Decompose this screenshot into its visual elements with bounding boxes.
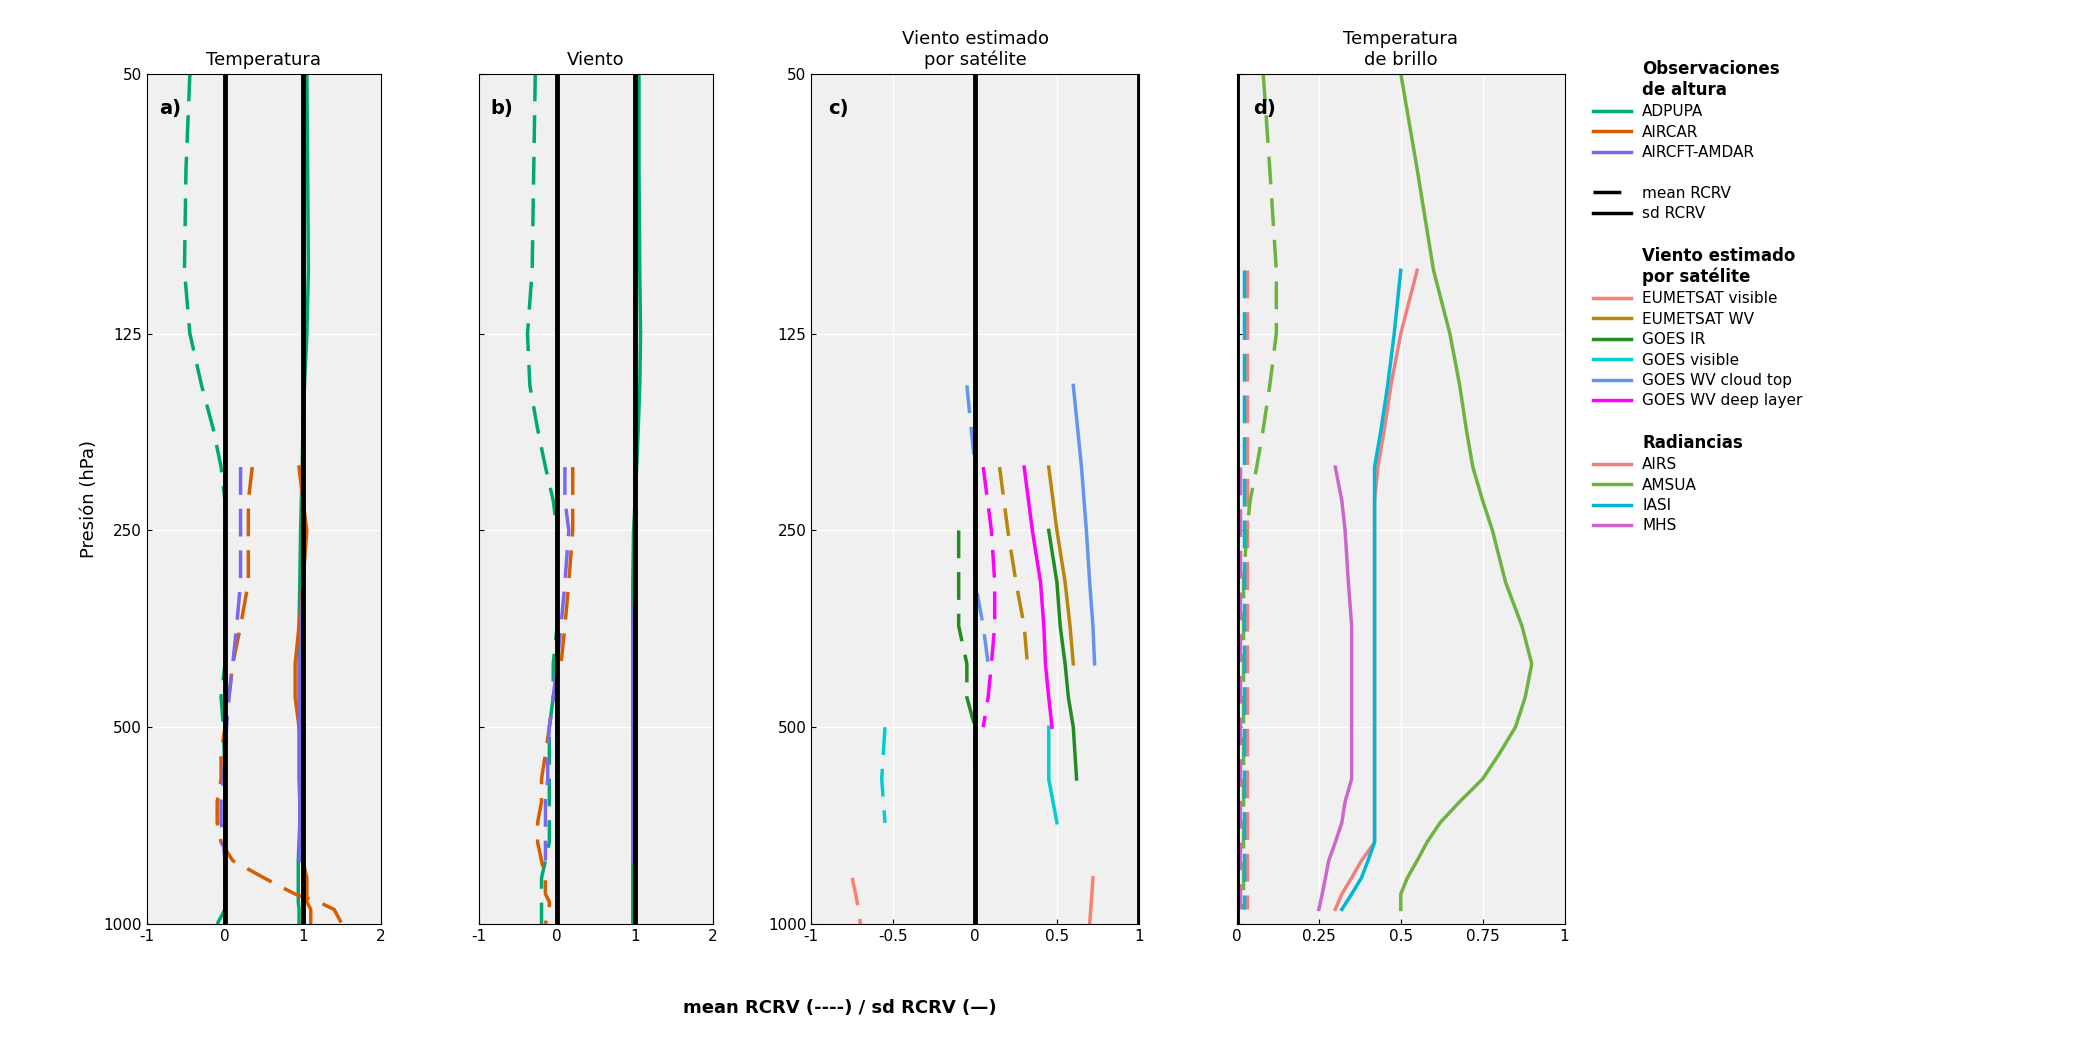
Text: b): b) [491, 99, 514, 118]
Title: Temperatura: Temperatura [206, 51, 321, 69]
Title: Temperatura
de brillo: Temperatura de brillo [1344, 30, 1457, 69]
Text: mean RCRV (----) / sd RCRV (—): mean RCRV (----) / sd RCRV (—) [682, 1000, 998, 1017]
Text: c): c) [827, 99, 848, 118]
Title: Viento: Viento [567, 51, 626, 69]
Y-axis label: Presión (hPa): Presión (hPa) [80, 440, 99, 558]
Text: d): d) [1254, 99, 1277, 118]
Legend: Observaciones
de altura, ADPUPA, AIRCAR, AIRCFT-AMDAR, , mean RCRV, sd RCRV, , V: Observaciones de altura, ADPUPA, AIRCAR,… [1594, 60, 1802, 533]
Title: Viento estimado
por satélite: Viento estimado por satélite [901, 29, 1048, 69]
Text: a): a) [160, 99, 181, 118]
